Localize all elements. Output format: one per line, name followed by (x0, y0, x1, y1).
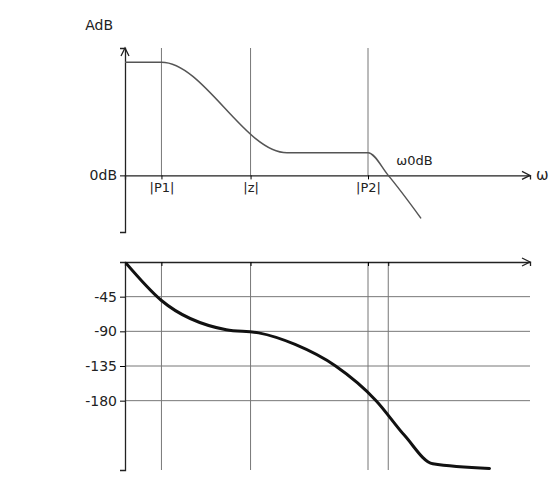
grid-line-x (161, 48, 162, 175)
y-axis-title: AdB (85, 17, 113, 33)
x-arrow (522, 171, 530, 179)
x-tick (161, 262, 162, 266)
y-axis-line (120, 263, 126, 471)
y-tick-label: -135 (85, 358, 117, 374)
curve (125, 62, 421, 218)
x-axis-title: ω (536, 166, 549, 184)
y-tick: 0dB (90, 167, 125, 183)
y-tick-label: -90 (94, 323, 117, 339)
grid-line-y (125, 296, 530, 297)
x-axis-line (126, 263, 531, 267)
y-tick: -135 (85, 358, 125, 374)
x-tick (388, 262, 389, 266)
x-axis-line (126, 176, 531, 180)
x-tick-mark (368, 262, 369, 266)
x-tick-label: |z| (243, 180, 259, 195)
x-arrow (522, 258, 530, 266)
x-tick-label: |P1| (150, 180, 175, 195)
x-tick: |P2| (356, 175, 381, 194)
grid-line-y (125, 331, 530, 332)
y-tick-label: -180 (85, 393, 117, 409)
x-axis (126, 262, 531, 266)
y-axis: -45 -90 -135 -180 (85, 263, 125, 471)
y-tick-mark (120, 331, 125, 332)
y-arrow (121, 48, 129, 56)
x-tick: |z| (243, 175, 259, 194)
y-tick: -180 (85, 393, 125, 409)
x-tick (251, 262, 252, 266)
x-tick-label: |P2| (356, 180, 381, 195)
grid-line-y (125, 366, 530, 367)
y-tick-label: -45 (94, 289, 117, 305)
y-axis-line (120, 49, 126, 233)
x-tick-mark (161, 262, 162, 266)
annotation: ω0dB (396, 153, 432, 168)
y-axis: 0dB (90, 49, 126, 233)
x-tick-mark (388, 262, 389, 266)
marks (125, 262, 490, 468)
grid-line-x (250, 48, 251, 175)
bode-chart: |P1| |z| |P2| 0dB ω AdB ω0dB -45 -90 -135 -180 (0, 0, 556, 498)
y-tick-mark (120, 175, 125, 176)
x-tick: |P1| (150, 175, 175, 194)
x-tick-mark (251, 262, 252, 266)
curve (125, 262, 490, 468)
y-tick: -45 (94, 289, 125, 305)
y-tick-mark (120, 297, 125, 298)
grid-line-x (368, 48, 369, 175)
y-tick-mark (120, 401, 125, 402)
y-tick-label: 0dB (90, 167, 117, 183)
x-tick (368, 262, 369, 266)
panel-1: -45 -90 -135 -180 (85, 258, 530, 471)
panel-0: |P1| |z| |P2| 0dB ω AdB ω0dB (85, 17, 548, 233)
y-tick-mark (120, 366, 125, 367)
grid (161, 48, 368, 175)
y-tick: -90 (94, 323, 125, 339)
marks (125, 62, 421, 218)
x-axis: |P1| |z| |P2| (126, 175, 531, 194)
grid (125, 262, 530, 470)
grid-line-y (125, 400, 530, 401)
